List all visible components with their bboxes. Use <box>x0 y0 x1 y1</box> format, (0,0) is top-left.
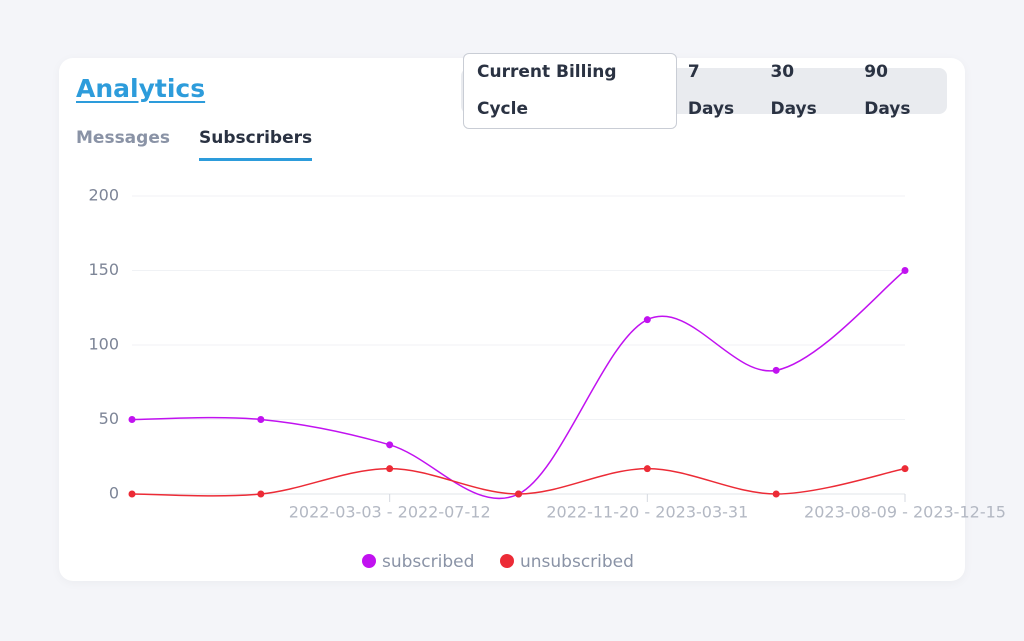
tab[interactable]: Messages <box>76 128 170 148</box>
title[interactable]: Analytics <box>76 74 206 103</box>
point <box>901 267 909 274</box>
range-button[interactable]: 30 Days <box>770 62 817 119</box>
point <box>257 490 265 498</box>
y-tick-label: 0 <box>109 484 119 503</box>
range-button[interactable]: 7 Days <box>687 62 735 119</box>
y-tick-label: 200 <box>88 186 119 205</box>
range-selector: Current Billing Cycle 7 Days 30 Days 90 … <box>461 53 947 129</box>
point <box>772 490 780 498</box>
point <box>128 490 136 498</box>
point <box>257 416 265 423</box>
x-tick-label: 2022-11-20 - 2023-03-31 <box>546 503 748 522</box>
legend-label: unsubscribed <box>520 552 634 572</box>
range-button[interactable]: Current Billing Cycle <box>463 53 677 129</box>
legend-marker <box>500 554 514 568</box>
point <box>128 416 136 423</box>
tab[interactable]: Subscribers <box>199 128 313 161</box>
y-tick-label: 100 <box>88 335 119 354</box>
y-tick-label: 50 <box>99 409 119 428</box>
point <box>901 465 909 473</box>
point <box>386 441 394 449</box>
point <box>386 465 394 473</box>
x-tick-label: 2022-03-03 - 2022-07-12 <box>289 503 491 522</box>
point <box>643 465 651 473</box>
point <box>772 366 780 374</box>
point <box>643 316 651 324</box>
y-tick-label: 150 <box>88 260 119 279</box>
x-tick-label: 2023-08-09 - 2023-12-15 <box>804 503 1006 522</box>
legend-label: subscribed <box>382 552 474 572</box>
legend-marker <box>362 554 376 568</box>
line <box>131 269 906 500</box>
point <box>515 490 522 498</box>
range-button[interactable]: 90 Days <box>864 62 911 119</box>
